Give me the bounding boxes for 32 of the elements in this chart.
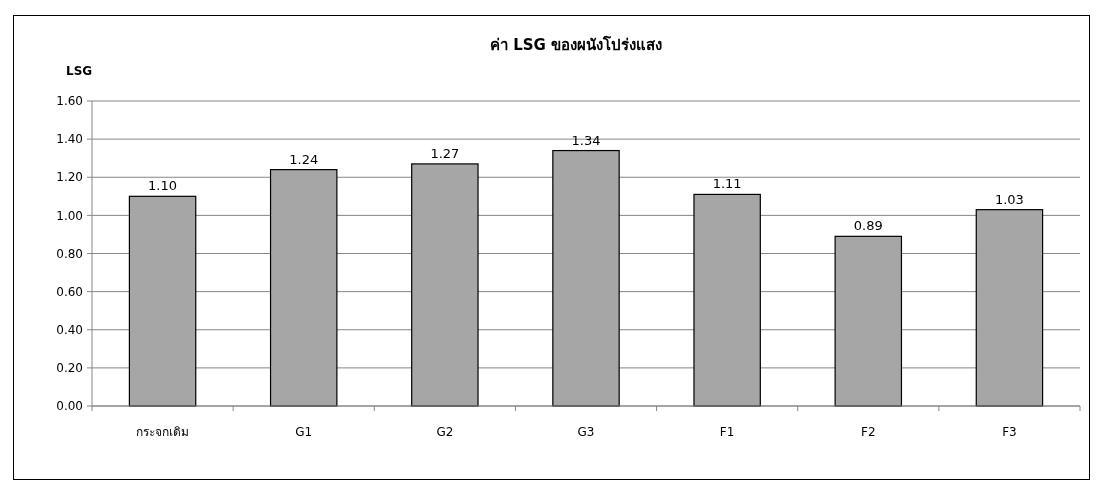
bar: [552, 149, 620, 407]
y-tick-label: 0.20: [56, 361, 83, 376]
y-tick-label: 1.00: [56, 208, 83, 223]
y-tick-label: 0.00: [56, 399, 83, 414]
x-tick-label: G3: [577, 425, 595, 439]
data-label: 1.11: [712, 176, 742, 192]
y-tick-label: 1.60: [56, 94, 83, 109]
x-tick-label: F2: [861, 425, 876, 439]
x-tick-label: G2: [436, 425, 454, 439]
data-label: 1.10: [148, 178, 178, 194]
y-tick-label: 0.60: [56, 284, 83, 299]
data-label: 1.34: [571, 132, 601, 148]
y-tick-label: 0.80: [56, 246, 83, 261]
y-tick-label: 1.20: [56, 170, 83, 185]
data-label: 1.03: [994, 191, 1024, 207]
data-label: 1.27: [430, 145, 460, 161]
y-tick-label: 0.40: [56, 322, 83, 337]
x-tick-label: F1: [719, 425, 735, 439]
data-label: 1.24: [289, 151, 319, 167]
y-tick-label: 1.40: [56, 132, 83, 147]
bar: [128, 195, 197, 407]
bar: [834, 235, 903, 407]
bar: [411, 163, 479, 407]
bar: [693, 193, 761, 407]
chart-title: ค่า LSG ของผนังโปร่งแสง: [489, 35, 663, 54]
bar: [269, 169, 338, 407]
data-label: 0.89: [853, 218, 883, 234]
x-tick-label: G1: [295, 425, 313, 439]
y-axis-title: LSG: [66, 64, 93, 78]
x-tick-label: F3: [1002, 425, 1017, 439]
x-tick-label: กระจกเดิม: [136, 425, 190, 439]
bar: [975, 209, 1044, 407]
